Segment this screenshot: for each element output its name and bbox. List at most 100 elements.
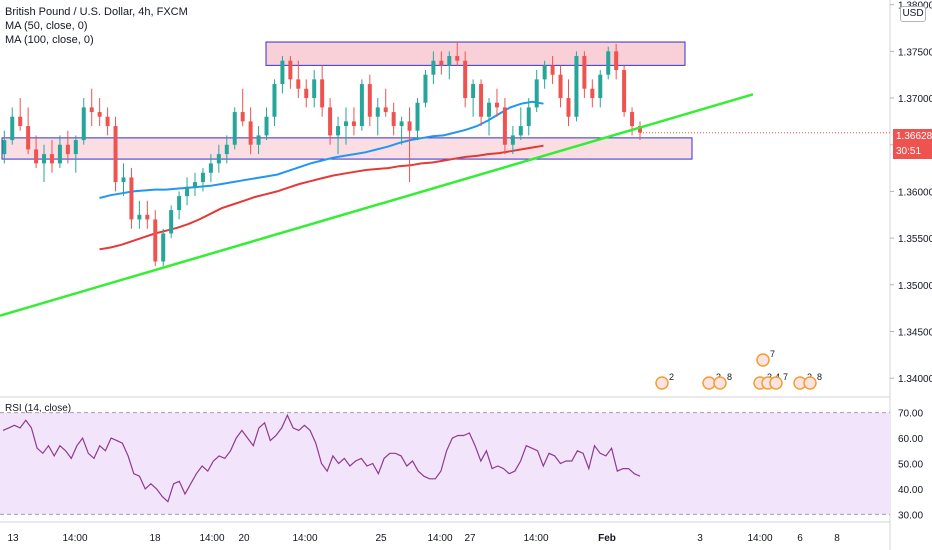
candle-body[interactable] xyxy=(145,214,150,220)
rsi-line[interactable] xyxy=(2,413,641,503)
candle-body[interactable] xyxy=(423,74,428,103)
candle-body[interactable] xyxy=(224,144,229,155)
candle-body[interactable] xyxy=(200,172,205,183)
candle-body[interactable] xyxy=(121,177,126,183)
candle-body[interactable] xyxy=(10,116,15,141)
candle-body[interactable] xyxy=(463,60,468,99)
candle-body[interactable] xyxy=(415,102,420,131)
candle-body[interactable] xyxy=(232,112,237,145)
candle-body[interactable] xyxy=(359,84,364,127)
candle-body[interactable] xyxy=(606,51,611,75)
candle-body[interactable] xyxy=(185,186,190,197)
candle-body[interactable] xyxy=(630,112,635,127)
candle-body[interactable] xyxy=(391,112,396,127)
symbol-title[interactable]: British Pound / U.S. Dollar, 4h, FXCM xyxy=(5,6,188,18)
candle-body[interactable] xyxy=(320,79,325,108)
candle-body[interactable] xyxy=(455,56,460,61)
candle-body[interactable] xyxy=(105,116,110,127)
ma100-legend[interactable]: MA (100, close, 0) xyxy=(5,34,94,46)
candle-body[interactable] xyxy=(598,74,603,99)
candle-body[interactable] xyxy=(614,51,619,71)
event-marker-icon[interactable] xyxy=(803,376,817,390)
candle-body[interactable] xyxy=(487,102,492,117)
candle-body[interactable] xyxy=(550,65,555,75)
candle-body[interactable] xyxy=(367,84,372,117)
candle-body[interactable] xyxy=(526,107,531,127)
candle-body[interactable] xyxy=(264,116,269,136)
candle-body[interactable] xyxy=(534,79,539,108)
candle-body[interactable] xyxy=(34,149,39,164)
candle-body[interactable] xyxy=(129,177,134,220)
candle-body[interactable] xyxy=(193,182,198,187)
candle-body[interactable] xyxy=(65,144,70,155)
candle-body[interactable] xyxy=(240,112,245,122)
candle-body[interactable] xyxy=(296,79,301,89)
candle-body[interactable] xyxy=(57,144,62,164)
candle-body[interactable] xyxy=(383,107,388,113)
candle-body[interactable] xyxy=(208,163,213,173)
event-marker-icon[interactable] xyxy=(769,376,783,390)
candle-body[interactable] xyxy=(510,135,515,145)
candle-body[interactable] xyxy=(153,219,158,262)
currency-badge[interactable]: USD xyxy=(900,6,926,22)
event-marker-icon[interactable] xyxy=(702,376,716,390)
candle-body[interactable] xyxy=(73,140,78,155)
candle-body[interactable] xyxy=(89,107,94,113)
candle-body[interactable] xyxy=(494,102,499,108)
candle-body[interactable] xyxy=(447,56,452,66)
rsi-legend[interactable]: RSI (14, close) xyxy=(5,403,72,414)
candle-body[interactable] xyxy=(312,79,317,99)
candle-body[interactable] xyxy=(256,135,261,145)
candle-body[interactable] xyxy=(558,74,563,99)
candle-body[interactable] xyxy=(471,84,476,99)
candle-body[interactable] xyxy=(502,107,507,145)
resistance-zone[interactable] xyxy=(265,41,686,66)
candle-body[interactable] xyxy=(343,121,348,127)
candle-body[interactable] xyxy=(113,126,118,183)
candle-body[interactable] xyxy=(574,56,579,117)
candle-body[interactable] xyxy=(216,154,221,164)
candle-body[interactable] xyxy=(81,107,86,141)
candle-body[interactable] xyxy=(169,210,174,234)
candle-body[interactable] xyxy=(272,84,277,117)
ma50-legend[interactable]: MA (50, close, 0) xyxy=(5,20,88,32)
candle-body[interactable] xyxy=(622,70,627,113)
candle-body[interactable] xyxy=(137,214,142,220)
candle-body[interactable] xyxy=(42,154,47,164)
candle-body[interactable] xyxy=(638,126,642,133)
candle-body[interactable] xyxy=(590,88,595,99)
candle-body[interactable] xyxy=(248,121,253,145)
candle-body[interactable] xyxy=(18,116,23,127)
candle-body[interactable] xyxy=(97,112,102,117)
candle-body[interactable] xyxy=(375,107,380,117)
candle-body[interactable] xyxy=(351,121,356,127)
candle-body[interactable] xyxy=(328,107,333,136)
candle-body[interactable] xyxy=(518,126,523,136)
trendline[interactable] xyxy=(0,93,754,317)
candle-body[interactable] xyxy=(26,126,31,150)
event-marker-icon[interactable] xyxy=(655,376,669,390)
candle-body[interactable] xyxy=(304,88,309,99)
candle-body[interactable] xyxy=(49,154,54,164)
candle-body[interactable] xyxy=(399,121,404,127)
candle-body[interactable] xyxy=(280,60,285,85)
candle-body[interactable] xyxy=(542,65,547,80)
support-zone[interactable] xyxy=(1,137,693,160)
candle-body[interactable] xyxy=(161,233,166,262)
candle-body[interactable] xyxy=(479,84,484,117)
candle-body[interactable] xyxy=(431,60,436,75)
candle-body[interactable] xyxy=(582,56,587,89)
candle-body[interactable] xyxy=(566,98,571,117)
event-marker-icon[interactable] xyxy=(756,353,770,367)
ma100-line[interactable] xyxy=(99,144,544,251)
candle-body[interactable] xyxy=(2,140,7,155)
ma50-line[interactable] xyxy=(99,100,544,199)
candle-body[interactable] xyxy=(177,196,182,211)
event-marker-icon[interactable] xyxy=(713,376,727,390)
candle-body[interactable] xyxy=(407,121,412,131)
candle-body[interactable] xyxy=(336,126,341,136)
candle-body[interactable] xyxy=(288,60,293,80)
candle-body[interactable] xyxy=(439,60,444,66)
